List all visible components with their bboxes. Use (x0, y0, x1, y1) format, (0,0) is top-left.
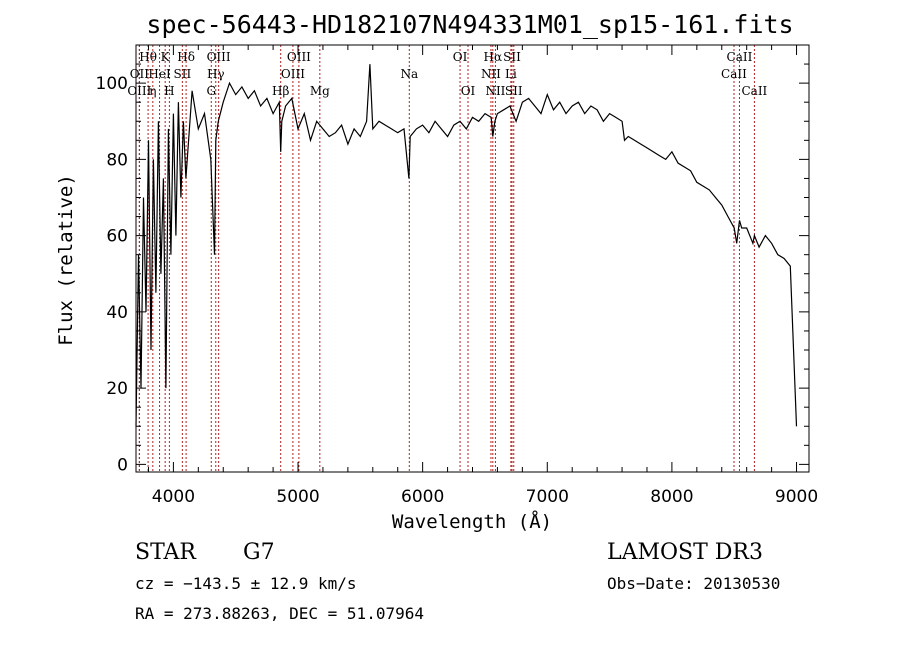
chart-title: spec-56443-HD182107N494331M01_sp15-161.f… (146, 10, 793, 39)
y-axis-ticks: 0 20 40 60 80 100 (96, 63, 809, 475)
marker-label: HeI (148, 67, 171, 81)
marker-label: OIII (207, 50, 231, 64)
y-tick-label: 0 (117, 455, 128, 475)
marker-label: H (164, 84, 174, 98)
plot-frame (135, 44, 810, 473)
marker-label: Li (505, 67, 517, 81)
x-tick-label: 6000 (401, 487, 444, 507)
object-class: STAR (135, 540, 197, 565)
marker-label: OII (130, 67, 150, 81)
marker-label: SII (505, 84, 523, 98)
marker-label: OIII (281, 67, 305, 81)
y-tick-label: 100 (96, 74, 128, 94)
x-tick-label: 7000 (526, 487, 569, 507)
marker-label: OIII (127, 84, 151, 98)
marker-label: CaII (721, 67, 747, 81)
y-tick-label: 80 (106, 150, 128, 170)
marker-label: Na (400, 67, 418, 81)
marker-label: η (149, 84, 156, 98)
y-axis-label: Flux (relative) (55, 174, 77, 346)
marker-label: Hβ (272, 84, 289, 98)
marker-label: K (161, 50, 171, 64)
marker-label: SII (174, 67, 192, 81)
marker-label: Mg (310, 84, 330, 98)
obs-date: Obs−Date: 20130530 (607, 574, 780, 593)
marker-label: Hθ (139, 50, 157, 64)
marker-label: SII (503, 50, 521, 64)
marker-label: OI (453, 50, 468, 64)
marker-labels: Hθ OII OIII K HeI η H Hδ SII OIII Hγ G OIII OIII Hβ Mg N… (127, 50, 767, 98)
coordinates: RA = 273.88263, DEC = 51.07964 (135, 604, 424, 623)
spectrum-line (135, 64, 798, 427)
marker-label: OIII (287, 50, 311, 64)
y-tick-label: 20 (106, 379, 128, 399)
marker-label: Hδ (177, 50, 195, 64)
x-axis-ticks: 4000 5000 6000 7000 8000 9000 (147, 45, 818, 507)
y-tick-label: 60 (106, 227, 128, 247)
marker-label: CaII (727, 50, 753, 64)
marker-lines (138, 45, 755, 472)
marker-label: NII (485, 84, 505, 98)
marker-label: G (206, 84, 216, 98)
marker-label: Hγ (207, 67, 225, 81)
x-tick-label: 9000 (775, 487, 818, 507)
object-subclass: G7 (243, 540, 275, 565)
x-tick-label: 5000 (276, 487, 319, 507)
x-tick-label: 4000 (152, 487, 195, 507)
marker-label: CaII (741, 84, 767, 98)
redshift-readout: cz = −143.5 ± 12.9 km/s (135, 574, 357, 593)
x-tick-label: 8000 (650, 487, 693, 507)
marker-label: Hα (484, 50, 503, 64)
survey-name: LAMOST DR3 (607, 540, 763, 565)
y-tick-label: 40 (106, 303, 128, 323)
marker-label: NII (481, 67, 501, 81)
marker-label: OI (461, 84, 476, 98)
x-axis-label: Wavelength (Å) (392, 510, 552, 533)
